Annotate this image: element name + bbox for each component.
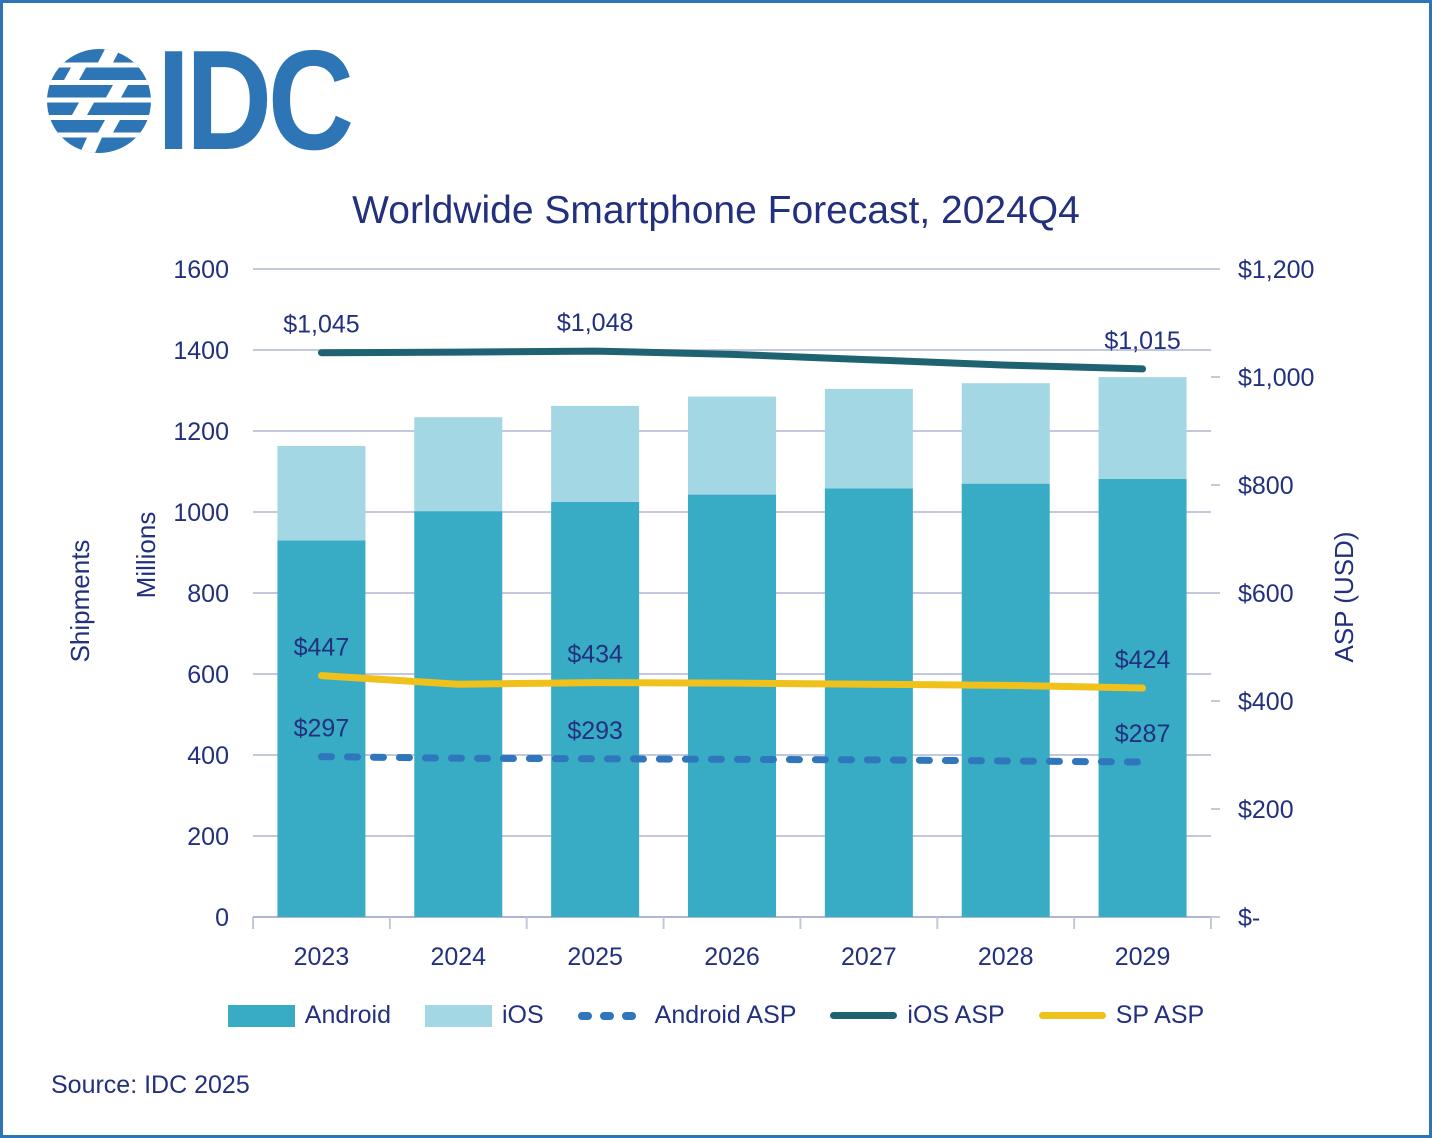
left-axis-label-600: 600: [187, 661, 229, 689]
chart-title: Worldwide Smartphone Forecast, 2024Q4: [352, 189, 1080, 232]
legend-label-ios-asp: iOS ASP: [907, 1001, 1005, 1029]
android-swatch: [227, 1004, 295, 1027]
legend-label-android: Android: [304, 1001, 391, 1029]
x-axis-label-2028: 2028: [978, 943, 1034, 971]
line-ios-asp: [317, 347, 1147, 373]
right-axis-label-3: $600: [1238, 580, 1294, 608]
value-label-ios-asp-2029: $1,015: [1104, 327, 1180, 355]
bar-ios-2024: [414, 417, 503, 512]
value-label-ios-asp-2025: $1,048: [557, 309, 633, 337]
legend-item-android-asp: Android ASP: [577, 1001, 797, 1030]
right-axis-label-1: $200: [1238, 796, 1294, 824]
legend-label-ios: iOS: [501, 1001, 544, 1029]
bar-android-2024: [414, 511, 503, 917]
legend-label-sp-asp: SP ASP: [1115, 1001, 1205, 1029]
right-axis-label-5: $1,000: [1238, 364, 1314, 392]
bar-ios-2027: [824, 388, 913, 489]
source-note: Source: IDC 2025: [51, 1071, 250, 1099]
ios-asp-line-icon: [830, 1012, 898, 1019]
bar-ios-2025: [551, 405, 640, 502]
chart-legend: Android iOS Android ASP iOS ASP SP ASP: [3, 1001, 1429, 1030]
left-axis-label-800: 800: [187, 580, 229, 608]
x-axis-label-2024: 2024: [430, 943, 486, 971]
idc-globe-icon: [47, 49, 151, 153]
bar-android-2025: [551, 501, 640, 917]
line-android-asp: [317, 753, 1147, 766]
right-axis-title: ASP (USD): [1329, 532, 1359, 663]
x-axis-label-2029: 2029: [1115, 943, 1171, 971]
value-label-sp-asp-2023: $447: [294, 634, 350, 662]
bar-ios-2023: [277, 445, 366, 541]
bar-android-2026: [688, 494, 776, 917]
x-axis-label-2023: 2023: [294, 943, 350, 971]
x-axis-label-2025: 2025: [567, 943, 623, 971]
right-axis-label-2: $400: [1238, 688, 1294, 716]
bar-ios-2029: [1098, 377, 1187, 479]
legend-item-android: Android: [227, 1001, 391, 1030]
bar-android-2023: [277, 540, 366, 917]
left-axis-units: Millions: [131, 512, 161, 599]
left-axis-label-1400: 1400: [173, 337, 229, 365]
ios-swatch: [424, 1004, 492, 1027]
bar-android-2029: [1098, 478, 1187, 917]
value-label-sp-asp-2029: $424: [1115, 646, 1171, 674]
sp-asp-line-icon: [1038, 1012, 1106, 1019]
bar-android-2028: [961, 483, 1050, 917]
idc-logo: IDC: [47, 21, 387, 180]
legend-item-ios-asp: iOS ASP: [830, 1001, 1005, 1030]
idc-logo-text: IDC: [157, 21, 354, 180]
right-axis-label-4: $800: [1238, 472, 1294, 500]
right-axis-label-0: $-: [1238, 904, 1260, 932]
left-axis-label-1000: 1000: [173, 499, 229, 527]
left-axis-title: Shipments: [65, 540, 95, 663]
legend-item-sp-asp: SP ASP: [1038, 1001, 1205, 1030]
left-axis-label-0: 0: [215, 904, 229, 932]
value-label-ios-asp-2023: $1,045: [283, 311, 359, 339]
right-axis-label-6: $1,200: [1238, 256, 1314, 284]
left-axis-label-400: 400: [187, 742, 229, 770]
legend-item-ios: iOS: [424, 1001, 544, 1030]
forecast-chart: $297 $293 $287 $1,045 $1,048 $1,015 $447 $434 $4…: [65, 256, 1359, 971]
value-label-android-asp-2029: $287: [1115, 720, 1171, 748]
bar-ios-2028: [961, 383, 1050, 484]
left-axis-label-1600: 1600: [173, 256, 229, 284]
bar-android-2027: [824, 488, 913, 917]
value-label-android-asp-2025: $293: [567, 717, 623, 745]
legend-label-android-asp: Android ASP: [654, 1001, 797, 1029]
x-axis-label-2026: 2026: [704, 943, 760, 971]
value-label-sp-asp-2025: $434: [567, 641, 623, 669]
bar-ios-2026: [688, 396, 776, 495]
left-axis-label-200: 200: [187, 823, 229, 851]
line-sp-asp: [317, 672, 1147, 692]
x-axis-label-2027: 2027: [841, 943, 897, 971]
left-axis-label-1200: 1200: [173, 418, 229, 446]
value-label-android-asp-2023: $297: [294, 715, 350, 743]
android-asp-dashed-line-icon: [577, 1011, 645, 1020]
